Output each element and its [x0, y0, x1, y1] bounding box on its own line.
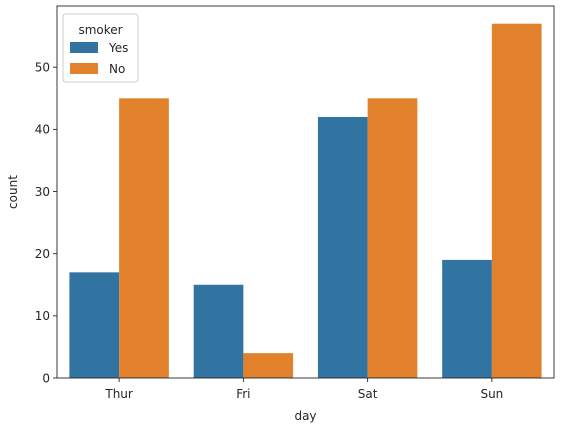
legend-label-yes: Yes	[108, 41, 128, 55]
y-axis: 0 10 20 30 40 50	[35, 61, 57, 385]
bar-sun-no	[491, 23, 542, 379]
legend: smoker Yes No	[62, 13, 139, 83]
x-tick-label: Fri	[236, 387, 250, 401]
bar-sun-yes	[442, 259, 492, 378]
x-axis: Thur Fri Sat Sun	[104, 378, 503, 401]
y-tick-label: 40	[35, 123, 50, 137]
y-tick-label: 50	[35, 61, 50, 75]
y-axis-label: count	[6, 175, 20, 209]
plot-frame	[56, 5, 555, 379]
x-tick-label: Thur	[104, 387, 133, 401]
bars-layer	[69, 23, 542, 379]
legend-swatch-no	[70, 63, 98, 74]
y-tick-label: 0	[42, 371, 50, 385]
x-tick-label: Sat	[358, 387, 378, 401]
legend-items: Yes No	[70, 41, 128, 76]
x-axis-label: day	[294, 409, 316, 423]
bar-fri-no	[243, 353, 294, 378]
bar-fri-yes	[193, 284, 244, 378]
bar-sat-no	[367, 98, 418, 379]
y-tick-label: 10	[35, 309, 50, 323]
x-tick-label: Sun	[480, 387, 503, 401]
bar-thur-no	[119, 98, 169, 379]
legend-title: smoker	[78, 23, 122, 37]
y-tick-label: 20	[35, 247, 50, 261]
legend-swatch-yes	[70, 42, 98, 53]
legend-label-no: No	[109, 62, 125, 76]
bar-thur-yes	[69, 272, 120, 378]
bar-sat-yes	[317, 116, 368, 378]
y-tick-label: 30	[35, 185, 50, 199]
